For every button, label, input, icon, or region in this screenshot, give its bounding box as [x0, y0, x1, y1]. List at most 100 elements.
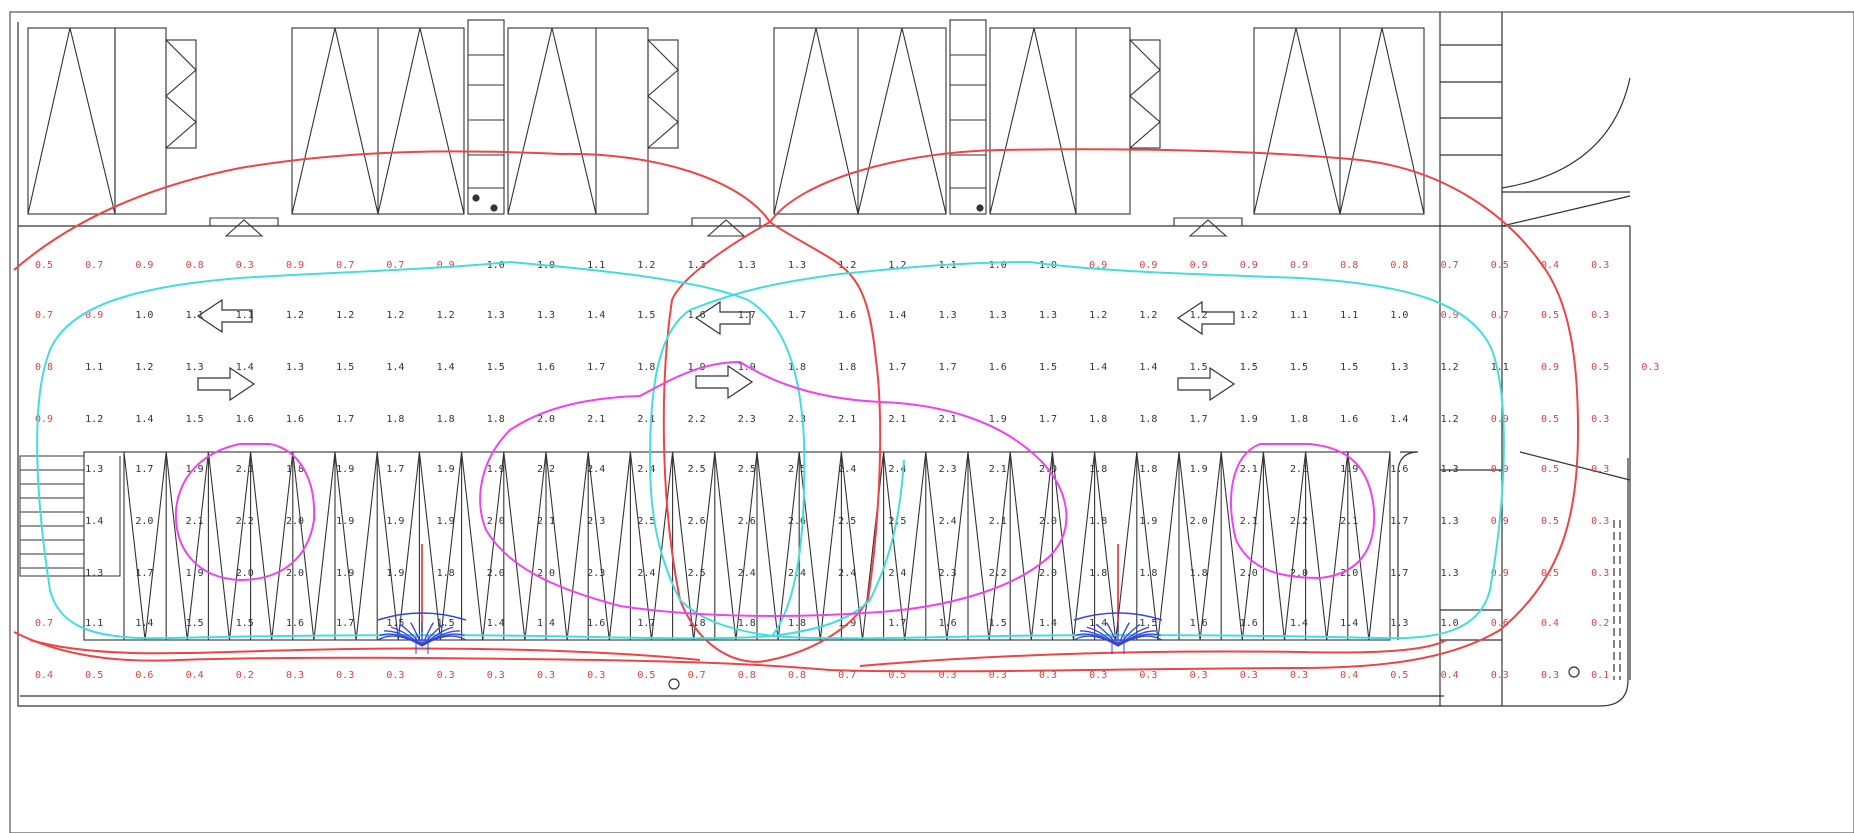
- illuminance-value: 2.6: [688, 516, 706, 527]
- illuminance-value: 2.3: [939, 464, 957, 475]
- illuminance-value: 2.4: [637, 568, 655, 579]
- illuminance-value: 1.1: [186, 310, 204, 321]
- illuminance-value: 1.5: [386, 618, 404, 629]
- illuminance-value: 1.9: [386, 516, 404, 527]
- illuminance-value: 2.0: [1240, 568, 1258, 579]
- staircase: [19, 455, 121, 577]
- illuminance-value: 0.3: [437, 670, 455, 681]
- illuminance-value: 1.8: [1290, 414, 1308, 425]
- illuminance-value: 1.6: [838, 310, 856, 321]
- illuminance-value: 2.0: [286, 568, 304, 579]
- illuminance-value: 1.8: [1139, 414, 1157, 425]
- illuminance-value: 1.3: [1441, 516, 1459, 527]
- parking-bay: [967, 451, 1011, 641]
- illuminance-value: 0.9: [1190, 260, 1208, 271]
- illuminance-value: 0.3: [1491, 670, 1509, 681]
- illuminance-value: 1.7: [336, 618, 354, 629]
- illuminance-value: 0.3: [1139, 670, 1157, 681]
- illuminance-value: 2.4: [939, 516, 957, 527]
- arrow-left-icon: [1176, 300, 1235, 336]
- contour-red: [662, 221, 882, 663]
- contour-red: [13, 150, 771, 271]
- illuminance-value: 2.1: [186, 516, 204, 527]
- illuminance-value: 1.8: [1139, 568, 1157, 579]
- parking-bay: [292, 451, 336, 641]
- illuminance-value: 1.4: [135, 618, 153, 629]
- illuminance-value: 0.8: [186, 260, 204, 271]
- illuminance-value: 1.3: [487, 310, 505, 321]
- contour-magenta: [479, 360, 1068, 617]
- parking-bay: [165, 451, 209, 641]
- illuminance-value: 2.0: [487, 568, 505, 579]
- parking-bay: [883, 451, 927, 641]
- illuminance-value: 2.4: [738, 568, 756, 579]
- illuminance-value: 1.2: [838, 260, 856, 271]
- parking-bay: [756, 451, 800, 641]
- illuminance-value: 0.6: [135, 670, 153, 681]
- arrow-left-icon: [694, 300, 751, 336]
- illuminance-value: 0.5: [85, 670, 103, 681]
- illuminance-value: 0.3: [336, 670, 354, 681]
- parking-bay: [418, 451, 463, 641]
- illuminance-value: 1.5: [1290, 362, 1308, 373]
- illuminance-value: 0.9: [286, 260, 304, 271]
- illuminance-value: 1.4: [1089, 618, 1107, 629]
- illuminance-value: 1.6: [989, 362, 1007, 373]
- illuminance-value: 1.6: [1190, 618, 1208, 629]
- illuminance-value: 1.9: [989, 414, 1007, 425]
- illuminance-value: 1.7: [336, 414, 354, 425]
- illuminance-value: 2.1: [236, 464, 254, 475]
- illuminance-value: 1.9: [1240, 414, 1258, 425]
- parking-bay: [925, 451, 969, 641]
- illuminance-value: 2.4: [838, 568, 856, 579]
- illuminance-value: 1.3: [1390, 618, 1408, 629]
- illuminance-value: 1.8: [1089, 516, 1107, 527]
- arrow-right-icon: [695, 364, 754, 400]
- illuminance-value: 0.3: [1039, 670, 1057, 681]
- illuminance-value: 2.5: [637, 516, 655, 527]
- illuminance-value: 1.8: [437, 568, 455, 579]
- parking-bay: [250, 451, 294, 641]
- illuminance-value: 1.5: [336, 362, 354, 373]
- illuminance-value: 0.9: [1491, 464, 1509, 475]
- light-fixtures: [377, 544, 1163, 654]
- illuminance-value: 1.9: [487, 464, 505, 475]
- parking-bay: [798, 451, 842, 641]
- illuminance-value: 0.9: [437, 260, 455, 271]
- illuminance-value: 2.3: [788, 414, 806, 425]
- illuminance-value: 1.3: [688, 260, 706, 271]
- illuminance-value: 1.9: [186, 464, 204, 475]
- illuminance-value: 1.8: [788, 362, 806, 373]
- illuminance-value: 1.9: [738, 362, 756, 373]
- illuminance-value: 2.0: [1290, 568, 1308, 579]
- illuminance-value: 0.3: [1591, 260, 1609, 271]
- illuminance-value: 1.4: [437, 362, 455, 373]
- illuminance-value: 1.8: [838, 362, 856, 373]
- illuminance-value: 2.2: [537, 464, 555, 475]
- illuminance-value: 2.1: [1240, 464, 1258, 475]
- illuminance-value: 2.2: [1290, 516, 1308, 527]
- illuminance-value: 1.1: [1340, 310, 1358, 321]
- illuminance-value: 1.3: [989, 310, 1007, 321]
- iso-contours: [13, 148, 1580, 673]
- illuminance-value: 0.7: [1491, 310, 1509, 321]
- parking-bay: [376, 451, 420, 641]
- illuminance-value: 0.4: [186, 670, 204, 681]
- traffic-arrows: [196, 298, 1236, 402]
- illuminance-value: 1.1: [236, 310, 254, 321]
- illuminance-value: 2.5: [688, 464, 706, 475]
- illuminance-value: 1.6: [1390, 464, 1408, 475]
- illuminance-value: 2.1: [537, 516, 555, 527]
- marker-circle: [668, 678, 680, 690]
- illuminance-value: 0.3: [1190, 670, 1208, 681]
- illuminance-value: 1.8: [738, 618, 756, 629]
- illuminance-value: 2.3: [738, 414, 756, 425]
- illuminance-value: 1.9: [1139, 516, 1157, 527]
- illuminance-value: 1.5: [487, 362, 505, 373]
- illuminance-value: 1.4: [1340, 618, 1358, 629]
- illuminance-value: 2.4: [888, 464, 906, 475]
- illuminance-value: 0.3: [1641, 362, 1659, 373]
- illuminance-value: 1.0: [1390, 310, 1408, 321]
- illuminance-value: 0.5: [1541, 516, 1559, 527]
